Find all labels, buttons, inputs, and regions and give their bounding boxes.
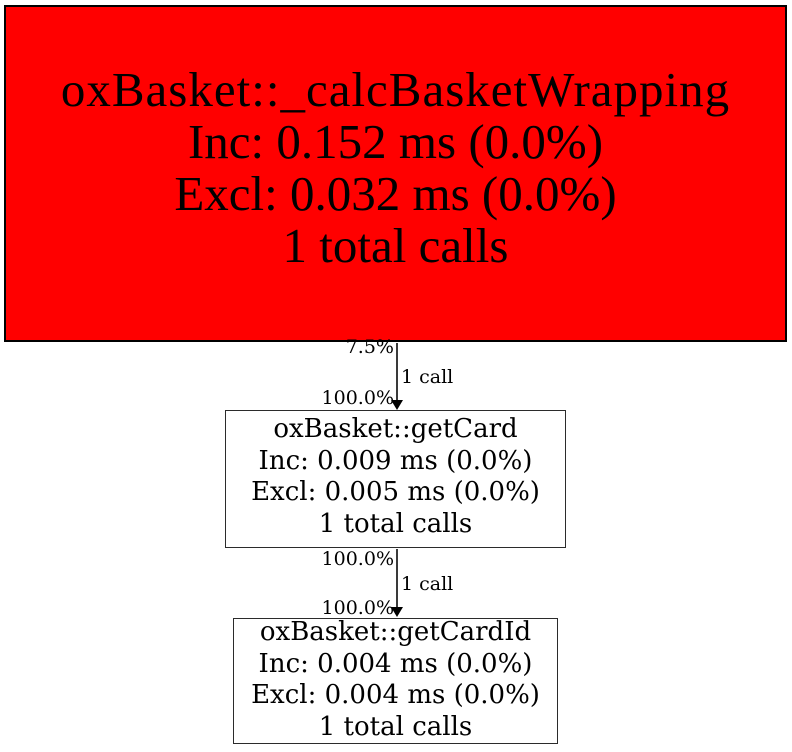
node-inclusive-time: Inc: 0.004 ms (0.0%) xyxy=(258,648,533,679)
edge-2-line xyxy=(396,549,398,607)
node-title: oxBasket::_calcBasketWrapping xyxy=(60,61,731,117)
node-get-card: oxBasket::getCard Inc: 0.009 ms (0.0%) E… xyxy=(225,410,566,548)
edge-2-arrowhead-icon xyxy=(391,607,403,617)
node-title: oxBasket::getCard xyxy=(273,414,518,444)
node-inclusive-time: Inc: 0.152 ms (0.0%) xyxy=(187,113,604,169)
edge-1-source-percentage: 7.5% xyxy=(345,336,394,358)
node-exclusive-time: Excl: 0.004 ms (0.0%) xyxy=(251,680,540,710)
edge-1-call-count: 1 call xyxy=(401,366,454,388)
node-total-calls: 1 total calls xyxy=(318,508,473,539)
edge-1-arrowhead-icon xyxy=(391,400,403,410)
edge-2-target-percentage: 100.0% xyxy=(321,597,394,619)
node-get-card-id: oxBasket::getCardId Inc: 0.004 ms (0.0%)… xyxy=(233,617,558,744)
node-exclusive-time: Excl: 0.032 ms (0.0%) xyxy=(174,165,617,221)
node-title: oxBasket::getCardId xyxy=(259,617,532,647)
edge-1-target-percentage: 100.0% xyxy=(321,387,394,409)
node-calc-basket-wrapping: oxBasket::_calcBasketWrapping Inc: 0.152… xyxy=(4,5,787,342)
edge-2-call-count: 1 call xyxy=(401,573,454,595)
edge-2-source-percentage: 100.0% xyxy=(321,548,394,570)
node-total-calls: 1 total calls xyxy=(282,217,509,273)
node-total-calls: 1 total calls xyxy=(318,711,473,742)
edge-1-line xyxy=(396,343,398,401)
node-inclusive-time: Inc: 0.009 ms (0.0%) xyxy=(258,445,533,476)
node-exclusive-time: Excl: 0.005 ms (0.0%) xyxy=(251,477,540,507)
